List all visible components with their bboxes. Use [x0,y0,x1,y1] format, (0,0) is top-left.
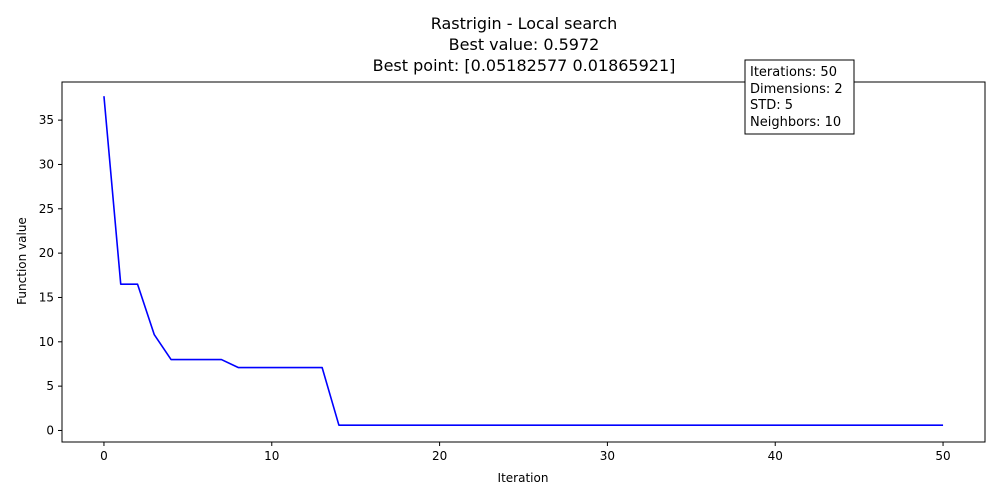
x-tick-label: 50 [935,449,950,463]
x-axis-label: Iteration [498,471,549,485]
y-axis-label: Function value [15,217,29,305]
y-tick-label: 0 [46,423,54,437]
title-line-1: Rastrigin - Local search [431,14,618,33]
x-tick-label: 30 [600,449,615,463]
info-std: STD: 5 [750,98,793,113]
y-tick-label: 5 [46,379,54,393]
x-tick-label: 40 [768,449,783,463]
chart-title: Rastrigin - Local search Best value: 0.5… [373,14,676,75]
y-tick-label: 25 [39,202,54,216]
x-tick-label: 20 [432,449,447,463]
plot-frame [61,81,986,443]
y-tick-label: 15 [39,290,54,304]
info-dimensions: Dimensions: 2 [750,82,843,97]
y-tick-label: 35 [39,113,54,127]
info-neighbors: Neighbors: 10 [750,115,841,130]
info-box-frame [744,59,855,135]
info-iterations: Iterations: 50 [750,65,837,80]
y-tick-label: 30 [39,157,54,171]
y-tick-label: 20 [39,246,54,260]
series-line-0 [103,96,944,426]
title-line-2: Best value: 0.5972 [449,35,600,54]
y-tick-label: 10 [39,335,54,349]
info-box: Iterations: 50 Dimensions: 2 STD: 5 Neig… [744,59,855,135]
x-tick-label: 0 [100,449,108,463]
title-line-3: Best point: [0.05182577 0.01865921] [373,56,676,75]
x-tick-label: 10 [264,449,279,463]
